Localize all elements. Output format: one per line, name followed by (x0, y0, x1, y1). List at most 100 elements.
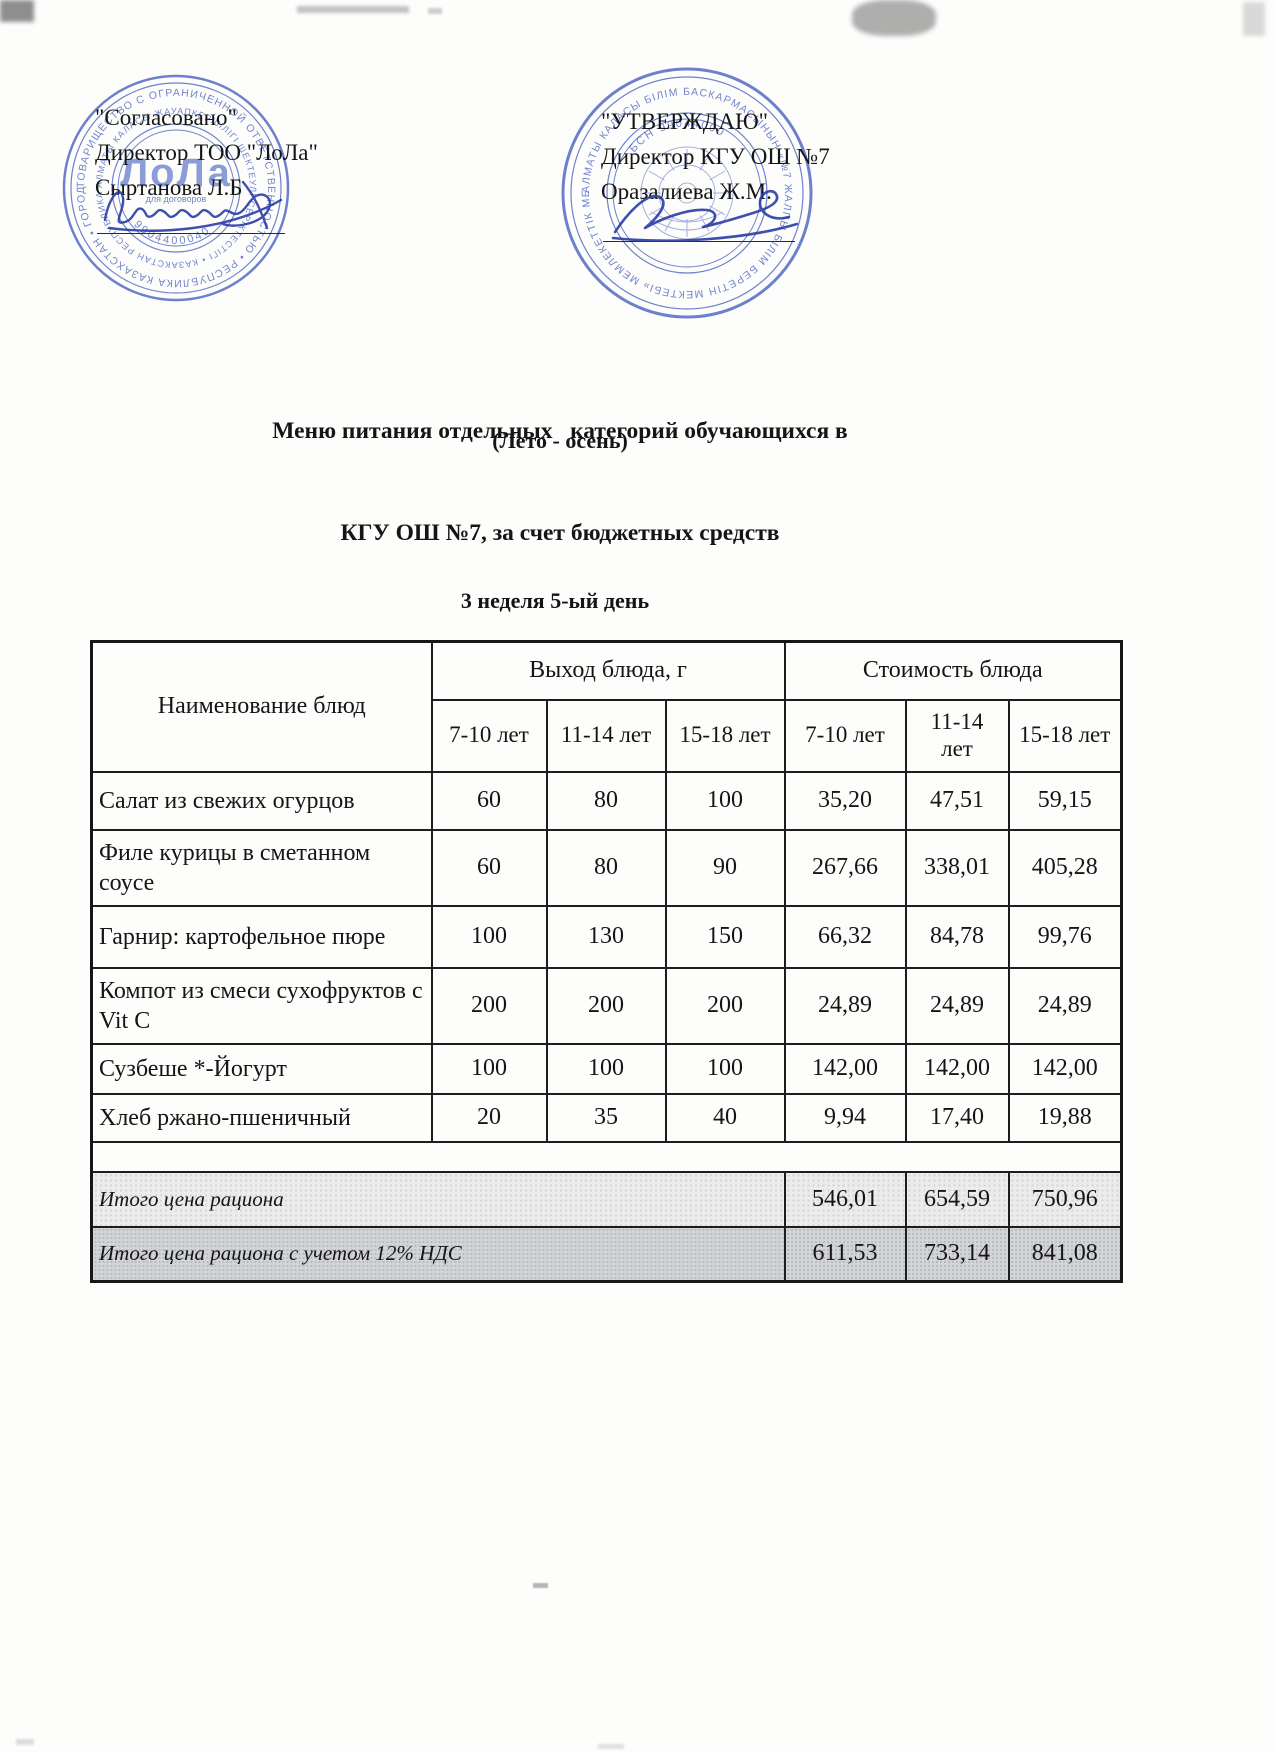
portion-cell: 40 (664, 1092, 786, 1143)
cost-cell: 84,78 (904, 904, 1010, 969)
spacer-cell (90, 1140, 1123, 1173)
total-row: Итого цена рациона 546,01 654,59 750,96 (90, 1170, 1123, 1228)
table-row: Филе курицы в сметанном соусе 60 80 90 2… (90, 828, 1123, 907)
dish-name-cell: Салат из свежих огурцов (90, 770, 433, 831)
table-header-age-row: 7-10 лет 11-14 лет 15-18 лет 7-10 лет 11… (92, 698, 1123, 773)
portion-cell: 90 (664, 828, 786, 907)
scan-artifact (852, 0, 936, 36)
age-header: 7-10 лет (430, 698, 548, 773)
portion-cell: 100 (545, 1042, 667, 1095)
portion-cell: 130 (545, 904, 667, 969)
portion-cell: 100 (664, 1042, 786, 1095)
cost-cell: 24,89 (1007, 966, 1123, 1045)
seal-rings (62, 74, 290, 302)
portion-cell: 80 (545, 770, 667, 831)
document-title: Меню питания отдельных категорий обучающ… (90, 346, 1030, 618)
table-header-group-row: Наименование блюд Выход блюда, г Стоимос… (90, 640, 1123, 773)
portion-cell: 80 (545, 828, 667, 907)
cost-cell: 19,88 (1007, 1092, 1123, 1143)
dish-name-cell: Хлеб ржано-пшеничный (90, 1092, 433, 1143)
cost-cell: 405,28 (1007, 828, 1123, 907)
age-header: 11-14 лет (904, 698, 1010, 773)
cost-cell: 66,32 (783, 904, 907, 969)
scan-artifact (428, 8, 442, 14)
table-row: Компот из смеси сухофруктов с Vit C 200 … (90, 966, 1123, 1045)
scan-artifact (533, 1583, 548, 1588)
approval-block-left: "Согласовано" Директор ТОО "ЛоЛа" Сыртан… (95, 100, 318, 205)
signature-left (95, 176, 295, 243)
portion-cell: 150 (664, 904, 786, 969)
portion-cell: 100 (664, 770, 786, 831)
company-seal-icon: ТОВАРИЩЕСТВО С ОГРАНИЧЕННОЙ ОТВЕТСТВЕННО… (53, 61, 294, 311)
total-value-cell: 546,01 (783, 1170, 907, 1228)
signature-right (603, 182, 803, 253)
total-label-cell: Итого цена рациона с учетом 12% НДС (90, 1225, 786, 1283)
cost-cell: 47,51 (904, 770, 1010, 831)
cost-cell: 142,00 (904, 1042, 1010, 1095)
portion-cell: 200 (545, 966, 667, 1045)
director-line: Директор КГУ ОШ №7 (601, 144, 830, 169)
signature-underline-left (97, 233, 285, 234)
dish-name-header: Наименование блюд (90, 640, 433, 773)
table-row: Сузбеше *-Йогурт 100 100 100 142,00 142,… (90, 1042, 1123, 1095)
signatory-name-line: Оразалиева Ж.М. (601, 179, 772, 204)
portion-cell: 20 (430, 1092, 548, 1143)
menu-table: Наименование блюд Выход блюда, г Стоимос… (90, 640, 1123, 1283)
scan-artifact (297, 6, 409, 13)
approval-status-line: "УТВЕРЖДАЮ" (601, 109, 769, 134)
cost-cell: 99,76 (1007, 904, 1123, 969)
portion-cell: 100 (430, 1042, 548, 1095)
doc-title-line1: Меню питания отдельных категорий обучающ… (272, 418, 848, 444)
season-subtitle: (Лето - осень) (492, 428, 628, 453)
portion-cell: 60 (430, 828, 548, 907)
total-label-cell: Итого цена рациона (90, 1170, 786, 1228)
age-header: 15-18 лет (1007, 698, 1123, 773)
table-row: Салат из свежих огурцов 60 80 100 35,20 … (90, 770, 1123, 831)
total-value-cell: 750,96 (1007, 1170, 1123, 1228)
cost-cell: 9,94 (783, 1092, 907, 1143)
scan-artifact (598, 1744, 624, 1749)
output-group-header: Выход блюда, г (430, 640, 786, 701)
cost-cell: 35,20 (783, 770, 907, 831)
cost-cell: 142,00 (1007, 1042, 1123, 1095)
portion-cell: 100 (430, 904, 548, 969)
cost-cell: 338,01 (904, 828, 1010, 907)
portion-cell: 200 (430, 966, 548, 1045)
table-row: Гарнир: картофельное пюре 100 130 150 66… (90, 904, 1123, 969)
total-value-cell: 611,53 (783, 1225, 907, 1283)
approval-block-right: "УТВЕРЖДАЮ" Директор КГУ ОШ №7 Оразалиев… (601, 104, 830, 209)
portion-cell: 35 (545, 1092, 667, 1143)
cost-cell: 17,40 (904, 1092, 1010, 1143)
cost-cell: 267,66 (783, 828, 907, 907)
total-with-vat-row: Итого цена рациона с учетом 12% НДС 611,… (90, 1225, 1123, 1283)
signatory-name-line: Сыртанова Л.Б (95, 175, 243, 200)
week-day-title: 3 неделя 5-ый день (460, 588, 650, 613)
spacer-row (90, 1140, 1123, 1173)
seal-company-name: ЛоЛа (120, 151, 232, 195)
dish-name-cell: Сузбеше *-Йогурт (90, 1042, 433, 1095)
portion-cell: 200 (664, 966, 786, 1045)
doc-title-line2: КГУ ОШ №7, за счет бюджетных средств (340, 520, 780, 546)
dish-name-cell: Компот из смеси сухофруктов с Vit C (90, 966, 433, 1045)
portion-cell: 60 (430, 770, 548, 831)
cost-group-header: Стоимость блюда (783, 640, 1123, 701)
cost-cell: 24,89 (783, 966, 907, 1045)
table-row: Хлеб ржано-пшеничный 20 35 40 9,94 17,40… (90, 1092, 1123, 1143)
age-header: 15-18 лет (664, 698, 786, 773)
cost-cell: 24,89 (904, 966, 1010, 1045)
signature-underline-right (603, 241, 795, 242)
scan-artifact (16, 1739, 34, 1745)
dish-name-cell: Гарнир: картофельное пюре (90, 904, 433, 969)
total-value-cell: 841,08 (1007, 1225, 1123, 1283)
cost-cell: 142,00 (783, 1042, 907, 1095)
seal-rings (561, 67, 813, 319)
seal-subtitle: для договоров (146, 194, 207, 204)
director-line: Директор ТОО "ЛоЛа" (95, 140, 318, 165)
total-value-cell: 733,14 (904, 1225, 1010, 1283)
scan-artifact (1243, 2, 1265, 36)
total-value-cell: 654,59 (904, 1170, 1010, 1228)
scan-artifact (0, 0, 34, 22)
school-seal-icon: АЛМАТЫ КАЛАСЫ БІЛІМ БАСКАРМАСЫНЫН «№7 ЖА… (551, 53, 818, 329)
age-header: 11-14 лет (545, 698, 667, 773)
